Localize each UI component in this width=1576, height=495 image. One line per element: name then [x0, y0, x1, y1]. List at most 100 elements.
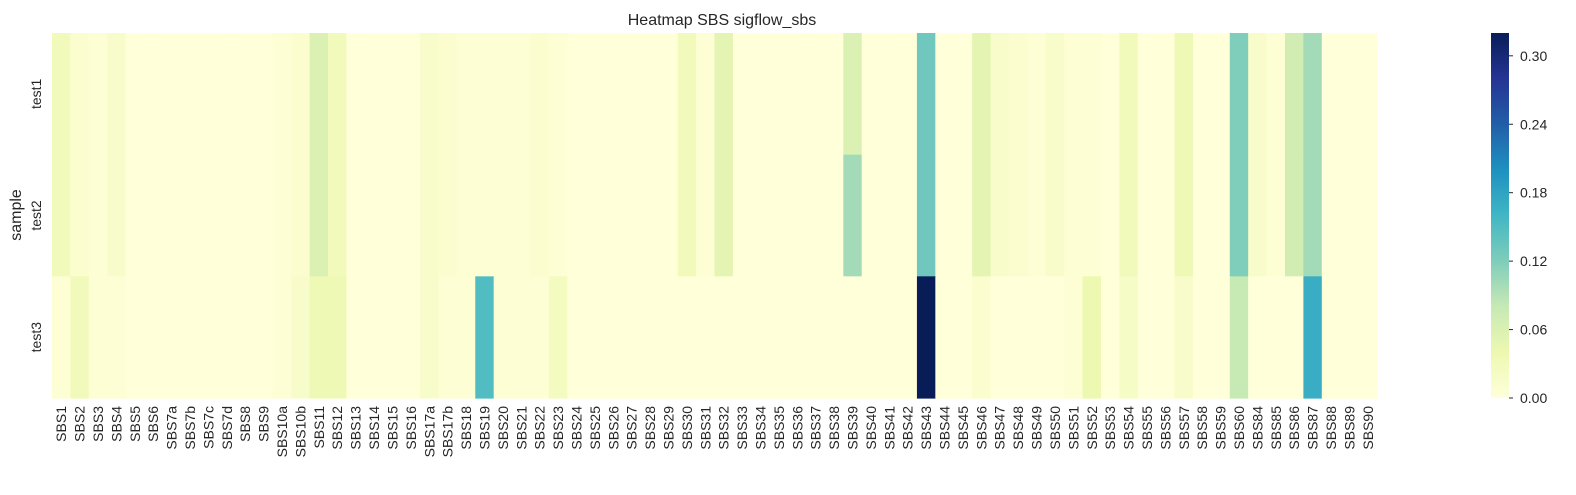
heatmap-cell: [144, 33, 164, 156]
heatmap-cell: [769, 154, 789, 277]
x-tick-label: SBS35: [771, 406, 787, 450]
heatmap-cell: [144, 154, 164, 277]
heatmap-cell: [328, 276, 348, 399]
heatmap-cell: [640, 276, 660, 399]
heatmap-cell: [843, 154, 863, 277]
heatmap-cell: [364, 154, 384, 277]
heatmap-cell: [990, 154, 1010, 277]
heatmap-cell: [217, 276, 237, 399]
heatmap-cell: [1082, 33, 1102, 156]
y-tick-labels: test1 test2 test3: [28, 78, 44, 352]
x-tick-label: SBS7a: [164, 406, 180, 450]
x-tick-label: SBS15: [384, 406, 400, 450]
x-tick-label: SBS41: [881, 406, 897, 450]
heatmap-cell: [162, 154, 182, 277]
x-tick-label: SBS52: [1084, 406, 1100, 450]
heatmap-cell: [456, 276, 476, 399]
heatmap-cell: [714, 33, 734, 156]
heatmap-cell: [677, 276, 697, 399]
heatmap-cell: [88, 154, 108, 277]
heatmap-cell: [659, 276, 679, 399]
heatmap-cell: [990, 33, 1010, 156]
heatmap-cell: [732, 33, 752, 156]
heatmap-cell: [236, 154, 256, 277]
heatmap-cell: [916, 33, 936, 156]
heatmap-cell: [1248, 154, 1268, 277]
heatmap-cell: [1119, 276, 1139, 399]
heatmap-cell: [1082, 276, 1102, 399]
heatmap-cell: [696, 276, 716, 399]
x-tick-label: SBS56: [1157, 406, 1173, 450]
heatmap-cell: [898, 33, 918, 156]
heatmap-cell: [1174, 33, 1194, 156]
x-tick-labels: SBS1 SBS2 SBS3 SBS4 SBS5 SBS6 SBS7a SBS7b SBS7c S…: [53, 406, 1376, 458]
heatmap-cell: [199, 276, 219, 399]
heatmap-cell: [107, 33, 127, 156]
heatmap-cell: [1174, 154, 1194, 277]
heatmap-cells: [52, 33, 1378, 399]
x-tick-label: SBS34: [753, 406, 769, 450]
x-tick-label: SBS42: [900, 406, 916, 450]
x-tick-label: SBS45: [955, 406, 971, 450]
heatmap-cell: [1284, 33, 1304, 156]
heatmap-cell: [1137, 154, 1157, 277]
heatmap-cell: [935, 276, 955, 399]
x-tick-label: SBS4: [108, 406, 124, 442]
heatmap-cell: [328, 154, 348, 277]
x-tick-label: SBS12: [329, 406, 345, 450]
heatmap-cell: [953, 154, 973, 277]
heatmap-cell: [953, 33, 973, 156]
x-tick-label: SBS85: [1268, 406, 1284, 450]
heatmap-cell: [180, 33, 200, 156]
heatmap-cell: [916, 154, 936, 277]
colorbar-tick-label: 0.24: [1520, 116, 1547, 132]
heatmap-cell: [291, 33, 311, 156]
heatmap-cell: [604, 154, 624, 277]
heatmap-cell: [1192, 154, 1212, 277]
x-tick-label: SBS8: [237, 406, 253, 442]
heatmap-cell: [254, 33, 274, 156]
heatmap-cell: [52, 276, 72, 399]
x-tick-label: SBS40: [863, 406, 879, 450]
heatmap-cell: [125, 33, 145, 156]
heatmap-cell: [144, 276, 164, 399]
x-tick-label: SBS54: [1121, 406, 1137, 450]
heatmap-cell: [346, 276, 366, 399]
heatmap-cell: [567, 154, 587, 277]
heatmap-cell: [512, 154, 532, 277]
heatmap-cell: [512, 33, 532, 156]
heatmap-cell: [1174, 276, 1194, 399]
heatmap-cell: [309, 33, 329, 156]
heatmap-cell: [309, 154, 329, 277]
heatmap-cell: [640, 154, 660, 277]
heatmap-cell: [456, 33, 476, 156]
heatmap-cell: [530, 154, 550, 277]
heatmap-cell: [236, 276, 256, 399]
heatmap-cell: [1045, 276, 1065, 399]
x-tick-label: SBS51: [1065, 406, 1081, 450]
x-tick-label: SBS33: [734, 406, 750, 450]
heatmap-cell: [898, 276, 918, 399]
heatmap-cell: [1358, 154, 1378, 277]
heatmap-cell: [52, 154, 72, 277]
x-tick-label: SBS13: [348, 406, 364, 450]
heatmap-cell: [438, 154, 458, 277]
heatmap-cell: [236, 33, 256, 156]
heatmap-cell: [420, 276, 440, 399]
x-tick-label: SBS19: [476, 406, 492, 450]
heatmap-cell: [346, 33, 366, 156]
heatmap-cell: [364, 276, 384, 399]
heatmap-cell: [125, 276, 145, 399]
x-tick-label: SBS7b: [182, 406, 198, 450]
heatmap-cell: [1100, 154, 1120, 277]
x-tick-label: SBS23: [550, 406, 566, 450]
heatmap-cell: [1266, 276, 1286, 399]
heatmap-cell: [824, 154, 844, 277]
heatmap-cell: [751, 154, 771, 277]
heatmap-cell: [548, 276, 568, 399]
heatmap-cell: [806, 276, 826, 399]
heatmap-cell: [696, 33, 716, 156]
heatmap-cell: [1027, 154, 1047, 277]
heatmap-cell: [916, 276, 936, 399]
heatmap-cell: [254, 154, 274, 277]
